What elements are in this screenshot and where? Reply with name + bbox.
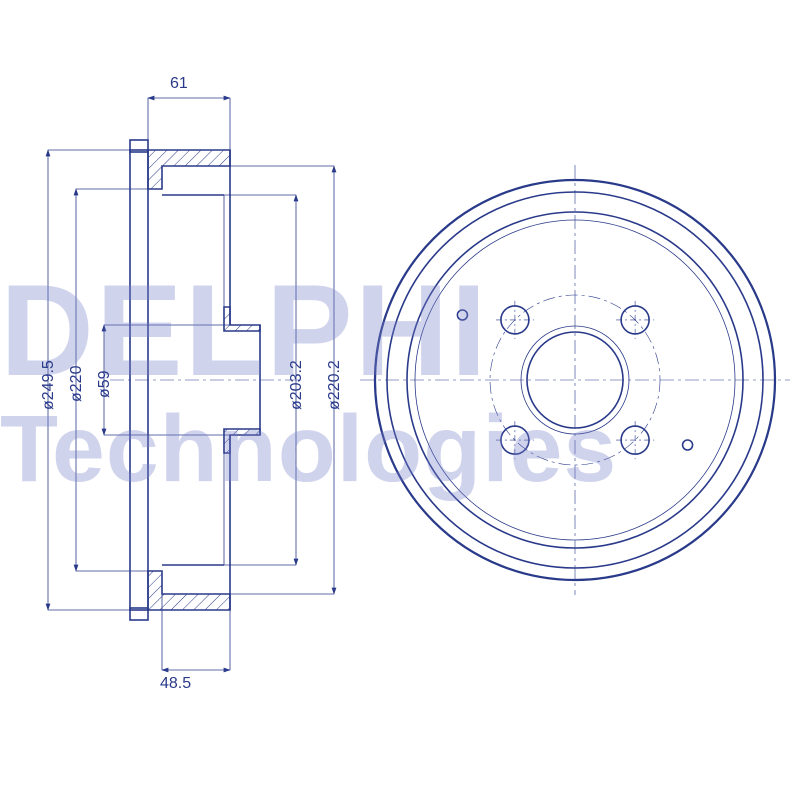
section-view <box>110 140 300 620</box>
front-view <box>360 165 790 595</box>
dim-bottom-width: 48.5 <box>160 675 191 693</box>
dim-dia2: ø220 <box>68 366 86 402</box>
dim-dia1: ø249.5 <box>40 360 58 410</box>
dim-dia5: ø220.2 <box>326 360 344 410</box>
dim-top-width: 61 <box>170 75 188 93</box>
drawing-canvas <box>0 0 800 800</box>
dim-dia3: ø59 <box>96 370 114 398</box>
dim-dia4: ø203.2 <box>288 360 306 410</box>
